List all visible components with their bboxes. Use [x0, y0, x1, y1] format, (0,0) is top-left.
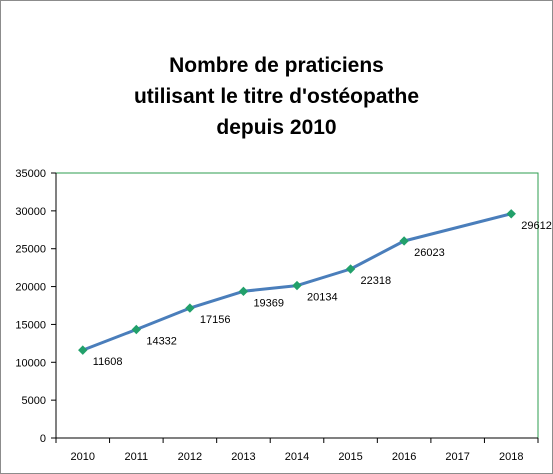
data-label: 17156: [200, 314, 231, 326]
data-point-marker: [131, 324, 142, 335]
chart-title-line-1: Nombre de praticiens: [169, 54, 384, 77]
data-label: 29612: [521, 220, 552, 232]
data-label: 11608: [93, 356, 123, 368]
x-tick-label: 2012: [178, 451, 202, 463]
data-label: 14332: [146, 335, 177, 347]
data-labels: 11608 14332 17156 19369 20134 22318 26023 29612: [93, 220, 552, 368]
y-tick-label: 10000: [15, 357, 46, 369]
y-tick-label: 25000: [15, 244, 46, 256]
data-point-marker: [399, 236, 409, 246]
data-label: 19369: [253, 297, 284, 309]
x-tick-label: 2015: [338, 451, 362, 463]
chart-title-line-2: utilisant le titre d'ostéopathe: [133, 85, 420, 108]
data-label: 22318: [361, 275, 392, 287]
series-line: [81, 212, 513, 352]
plot-area: [55, 172, 539, 439]
data-point-marker: [292, 280, 302, 291]
y-tick-label: 15000: [15, 319, 46, 331]
chart-title: Nombre de praticiens utilisant le titre …: [0, 50, 553, 143]
x-tick-label: 2016: [392, 451, 416, 463]
data-point-marker: [78, 345, 88, 355]
y-tick-label: 35000: [15, 168, 46, 180]
data-point-marker: [506, 209, 516, 219]
chart-title-line-3: depuis 2010: [216, 116, 337, 139]
data-label: 20134: [307, 292, 338, 304]
y-tick-label: 5000: [22, 395, 46, 407]
x-tick-label: 2017: [445, 451, 469, 463]
series-group: [78, 209, 516, 355]
data-point-marker: [185, 303, 195, 313]
y-tick-label: 0: [40, 433, 46, 445]
x-tick-label: 2018: [499, 451, 523, 463]
data-point-marker: [345, 264, 356, 274]
data-label: 26023: [414, 247, 445, 259]
x-tick-label: 2013: [231, 451, 255, 463]
y-tick-label: 30000: [15, 206, 46, 218]
x-axis: 2010 2011 2012 2013 2014 2015 2016 2017 2018: [55, 437, 539, 463]
x-tick-label: 2014: [285, 451, 309, 463]
x-tick-label: 2011: [125, 451, 149, 463]
data-point-marker: [238, 286, 249, 297]
y-tick-label: 20000: [15, 282, 46, 294]
y-axis: 0 5000 10000 15000 20000 25000 30000 35000: [15, 168, 57, 445]
x-tick-label: 2010: [71, 451, 95, 463]
